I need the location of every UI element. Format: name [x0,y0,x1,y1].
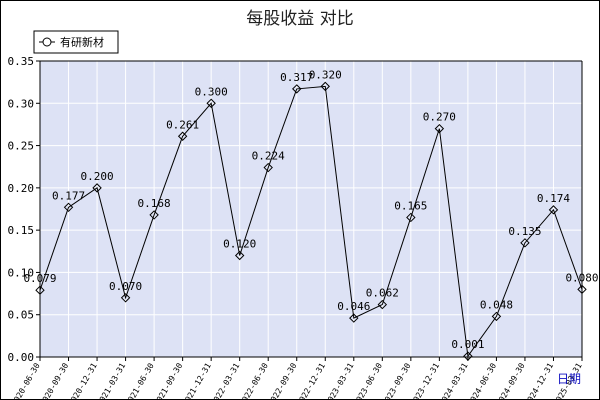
x-tick-label: 2024-03-31 [438,361,470,400]
x-tick-label: 2021-12-31 [181,361,213,400]
x-tick-label: 2021-06-30 [124,361,156,400]
data-label: 0.120 [223,238,256,251]
data-point-marker [434,123,445,134]
data-point-marker [349,313,359,323]
data-label: 0.200 [80,170,113,183]
data-point-marker [292,84,302,94]
series-line [39,85,583,358]
data-point-marker [491,311,502,322]
x-tick-label: 2022-12-31 [295,361,327,400]
data-point-marker [406,212,416,223]
chart-title: 每股收益 对比 [246,9,354,29]
data-label: 0.070 [109,280,142,293]
x-tick-label: 2020-06-30 [10,361,42,400]
x-axis-label: 日期 [557,372,581,386]
x-axis: 2020-06-302020-09-302020-12-312021-03-31… [10,356,584,400]
data-label: 0.080 [565,271,598,284]
x-tick-label: 2021-03-31 [95,361,127,400]
x-tick-label: 2024-12-31 [523,361,555,400]
data-label: 0.046 [337,300,370,313]
data-point-marker [377,299,388,310]
data-label: 0.224 [252,150,285,163]
data-point-marker [206,98,216,108]
x-tick-label: 2023-03-31 [324,361,356,400]
data-point-marker [577,284,587,295]
data-point-marker [149,210,159,220]
data-label: 0.001 [451,338,484,351]
data-point-marker [177,131,188,141]
data-point-marker [548,205,559,215]
data-label: 0.048 [480,298,513,311]
data-label: 0.177 [52,189,85,202]
x-tick-label: 2024-06-30 [466,361,498,400]
data-point-marker [463,351,473,361]
y-tick-label: 0.10 [8,266,35,279]
y-tick-label: 0.25 [8,140,35,153]
x-tick-label: 2022-03-31 [210,361,242,400]
data-label: 0.300 [195,85,228,98]
data-point-marker [234,250,245,261]
x-tick-label: 2022-06-30 [238,361,270,400]
data-point-marker [320,81,330,92]
x-tick-label: 2020-09-30 [38,361,70,400]
data-label: 0.317 [280,71,313,84]
y-tick-label: 0.30 [8,97,35,110]
y-tick-label: 0.15 [8,224,35,237]
y-tick-label: 0.35 [8,55,35,68]
x-tick-label: 2023-06-30 [352,361,384,400]
data-point-marker [263,162,273,173]
legend-label: 有研新材 [60,35,104,49]
x-tick-label: 2022-09-30 [267,361,299,400]
x-tick-label: 2023-12-31 [409,361,441,400]
x-tick-label: 2020-12-31 [67,361,99,400]
data-point-marker [520,238,530,248]
data-label: 0.261 [166,118,199,131]
x-tick-label: 2024-09-30 [495,361,527,400]
y-axis: 0.00 0.05 0.10 0.15 0.20 0.25 0.30 0.35 [8,55,583,364]
data-point-marker [35,285,45,295]
x-tick-label: 2021-09-30 [152,361,184,400]
y-tick-label: 0.05 [8,309,35,322]
data-label: 0.174 [537,192,570,205]
x-tick-label: 2023-09-30 [381,361,413,400]
data-label: 0.168 [138,197,171,210]
data-label: 0.135 [508,225,541,238]
data-label: 0.165 [394,199,427,212]
legend: 有研新材 [33,30,119,54]
data-point-marker [63,202,74,213]
data-point-marker [120,293,131,303]
data-label: 0.270 [423,111,456,124]
data-label: 0.079 [23,272,56,285]
legend-marker-icon [42,37,52,47]
series-layer: 0.079 0.177 0.200 0.070 0.168 0.261 0.300 0.120… [23,68,599,361]
data-label: 0.320 [309,68,342,81]
y-tick-label: 0.00 [8,351,35,364]
data-label: 0.062 [366,287,399,300]
data-point-marker [92,183,102,193]
plot-area [40,61,582,357]
y-tick-label: 0.20 [8,182,35,195]
legend-box [33,30,119,54]
